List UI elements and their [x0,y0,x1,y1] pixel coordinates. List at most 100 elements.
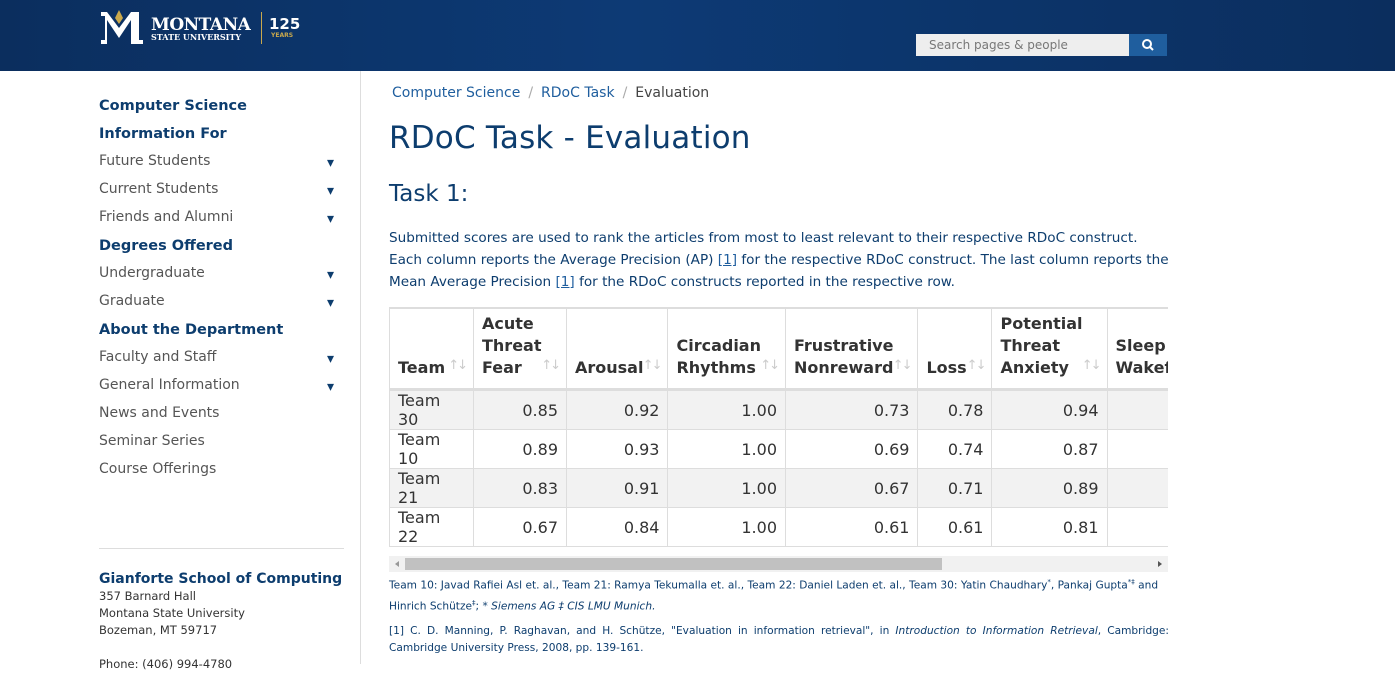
contact-line: Bozeman, MT 59717 [99,623,218,637]
section-heading: Task 1: [389,181,469,207]
nav-section[interactable]: Degrees Offered [99,238,234,254]
cell: 0.87 [991,429,1108,469]
breadcrumb-item: Evaluation [635,85,710,101]
column-header[interactable]: Team [389,308,474,391]
cell: 0.84 [565,507,669,547]
text: [1] C. D. Manning, P. Raghavan, and H. S… [389,625,896,637]
cell: 0.61 [784,507,919,547]
reference: [1] C. D. Manning, P. Raghavan, and H. S… [389,623,1169,657]
cell: 0.78 [917,389,993,430]
cell: 0.93 [565,429,669,469]
cell: 0.85 [473,389,567,430]
scroll-thumb[interactable] [405,558,942,570]
cell [1106,389,1168,430]
citation-link[interactable]: [1] [555,274,575,290]
cell: 0.73 [784,389,919,430]
logo-divider [261,12,262,44]
footnote: Team 10: Javad Rafiei Asl et. al., Team … [389,574,1169,615]
results-table: TeamAcute Threat FearArousalCircadian Rh… [389,308,1168,547]
breadcrumb-sep: / [622,85,628,101]
nav-item[interactable]: Course Offerings [99,461,217,477]
search-button[interactable] [1129,34,1167,56]
logo-sub: STATE UNIVERSITY [151,32,242,42]
sup: * [1047,578,1051,586]
nav-item[interactable]: Faculty and Staff [99,345,345,373]
nav-item[interactable]: Graduate [99,289,345,317]
cell: 0.81 [991,507,1108,547]
cell: 1.00 [667,468,786,508]
text: ; [475,600,483,613]
search-input[interactable]: Search pages & people [916,34,1129,56]
book-title: Introduction to Information Retrieval [895,625,1098,637]
sidebar-nav: Computer Science Information For Future St… [99,93,345,485]
cell [1106,468,1168,508]
column-header[interactable]: Loss [917,308,993,391]
breadcrumb-sep: / [528,85,534,101]
cell: 0.74 [917,429,993,469]
logo-years: YEARS [271,32,294,39]
breadcrumb-item[interactable]: RDoC Task [541,85,615,101]
nav-section[interactable]: About the Department [99,322,284,338]
text: and Hinrich Schütze [389,579,1159,613]
team-cell: Team 30 [389,389,474,430]
citation-link[interactable]: [1] [717,252,738,268]
text: Submitted scores are used to rank the ar… [389,230,1138,268]
text: for the respective RDoC construct. The l… [389,252,1169,290]
team-cell: Team 21 [389,468,474,508]
nav-item[interactable]: Seminar Series [99,433,205,449]
sup: *‡ [1127,578,1135,586]
affiliations: * Siemens AG ‡ CIS LMU Munich. [482,600,656,613]
table-row: Team 30 0.85 0.92 1.00 0.73 0.78 0.94 [389,389,1168,430]
cell: 0.92 [565,389,669,430]
nav-section[interactable]: Information For [99,126,227,142]
cell [1106,429,1168,469]
column-header[interactable]: Frustrative Nonreward [784,308,919,391]
column-header[interactable]: Arousal [565,308,669,391]
nav-section[interactable]: Computer Science [99,98,247,114]
column-header[interactable]: Circadian Rhythms [667,308,786,391]
cell: 1.00 [667,429,786,469]
page-title: RDoC Task - Evaluation [389,120,751,156]
cell: 0.89 [473,429,567,469]
nav-item[interactable]: Undergraduate [99,261,345,289]
column-header[interactable]: Potential Threat Anxiety [991,308,1108,391]
cell: 0.89 [991,468,1108,508]
cell: 0.91 [565,468,669,508]
cell: 0.83 [473,468,567,508]
logo-name: MONTANA [151,15,251,35]
nav-item[interactable]: General Information [99,373,345,401]
breadcrumb: Computer Science / RDoC Task / Evaluation [392,85,709,101]
column-header[interactable]: Sleep Wakefulness [1106,308,1168,391]
nav-item[interactable]: News and Events [99,405,220,421]
divider [99,548,344,549]
nav-item[interactable]: Future Students [99,149,345,177]
cell: 1.00 [667,389,786,430]
contact-phone: Phone: (406) 994-4780 [99,657,233,671]
team-cell: Team 10 [389,429,474,469]
cell: 0.69 [784,429,919,469]
nav-item[interactable]: Friends and Alumni [99,205,345,233]
divider [360,71,361,664]
table-row: Team 21 0.83 0.91 1.00 0.67 0.71 0.89 [389,468,1168,508]
contact-name[interactable]: Gianforte School of Computing [99,571,343,587]
breadcrumb-item[interactable]: Computer Science [392,85,521,101]
text: , Cambridge: Cambridge University Press,… [389,625,1169,654]
logo-mark [101,10,143,44]
logo[interactable]: MONTANA STATE UNIVERSITY 125 YEARS [99,8,300,48]
table-row: Team 10 0.89 0.93 1.00 0.69 0.74 0.87 [389,429,1168,469]
search-icon [1142,39,1154,51]
scrollbar[interactable] [389,556,1168,572]
text: , Pankaj Gupta [1050,579,1128,592]
scroll-arrows [395,561,1162,567]
cell: 0.67 [784,468,919,508]
cell: 0.94 [991,389,1108,430]
contact-line: Montana State University [99,606,245,620]
cell: 0.71 [917,468,993,508]
column-header[interactable]: Acute Threat Fear [473,308,567,391]
text: for the RDoC constructs reported in the … [574,274,955,290]
team-cell: Team 22 [389,507,474,547]
nav-item[interactable]: Current Students [99,177,345,205]
table-row: Team 22 0.67 0.84 1.00 0.61 0.61 0.81 [389,507,1168,547]
table-container: TeamAcute Threat FearArousalCircadian Rh… [389,307,1168,550]
